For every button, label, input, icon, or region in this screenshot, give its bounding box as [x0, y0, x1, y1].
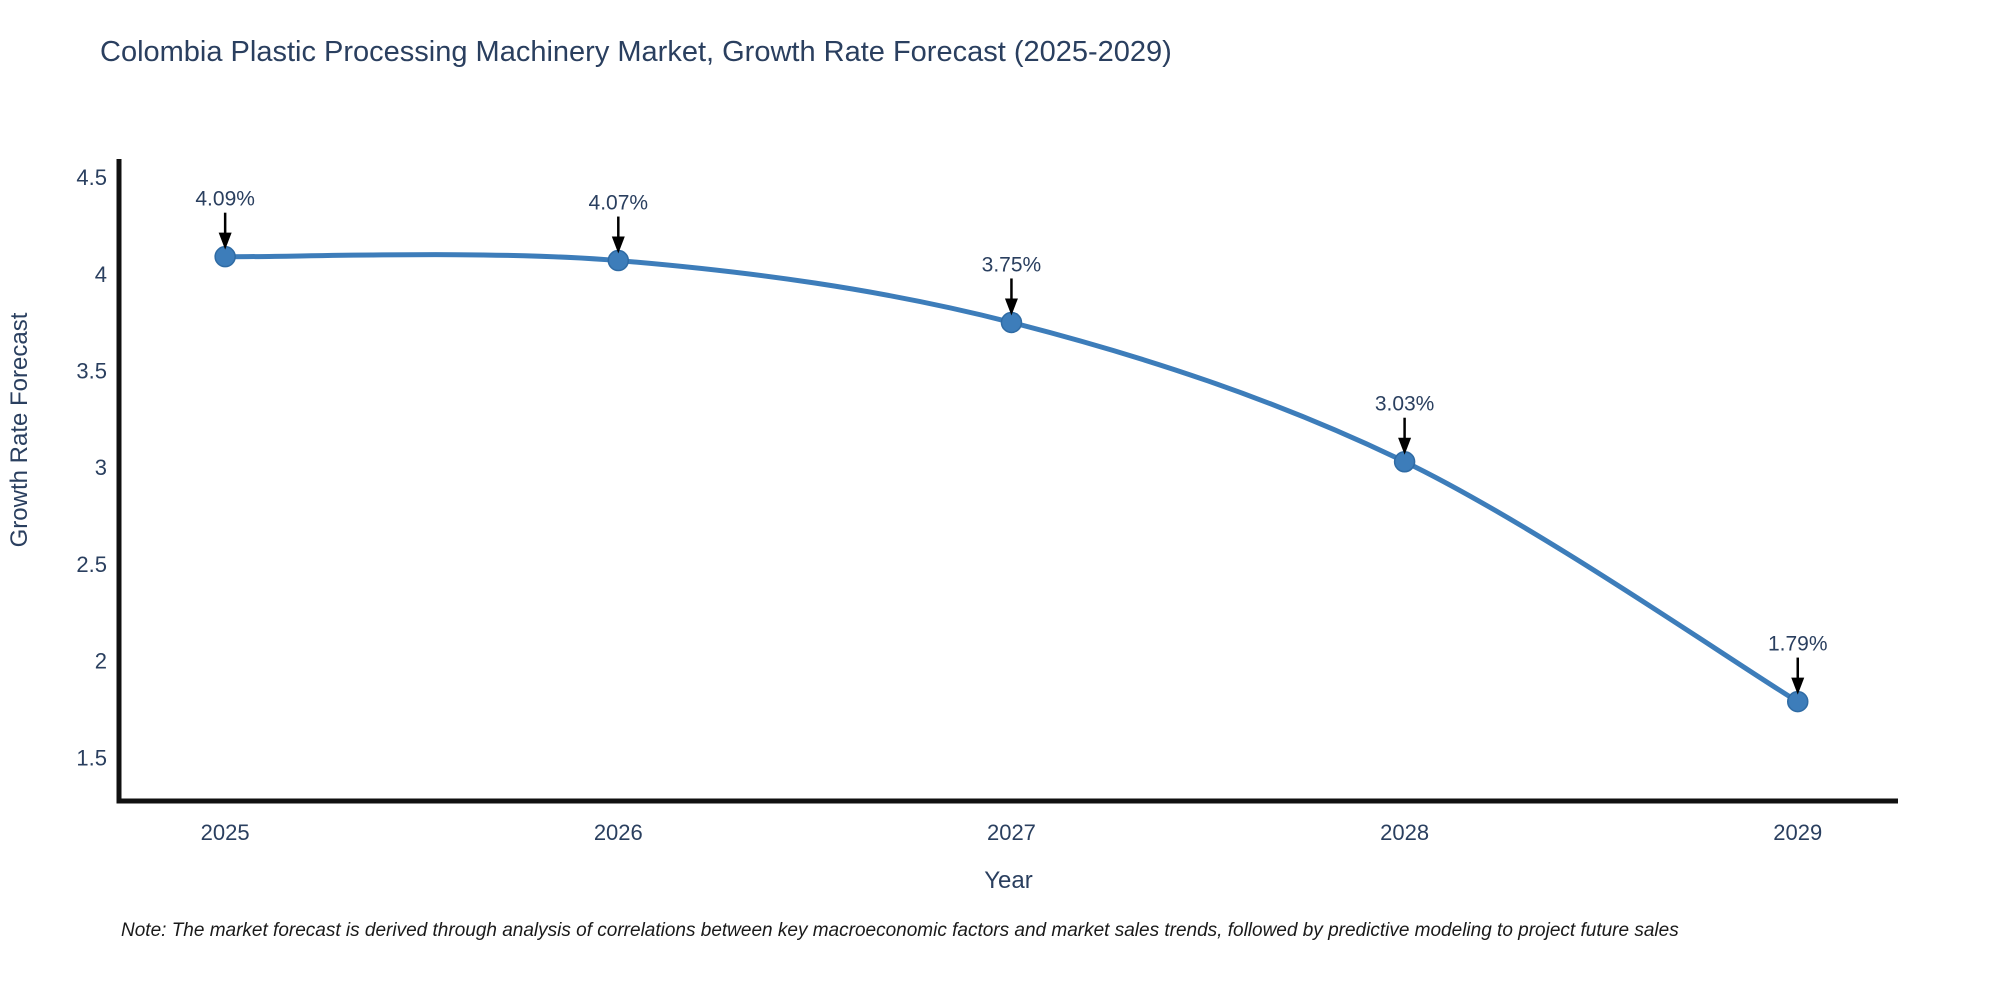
- point-annotation-label: 4.07%: [589, 192, 649, 215]
- x-tick-label: 2028: [1380, 820, 1429, 845]
- annotation-arrow-head: [1398, 437, 1412, 455]
- y-tick-label: 1.5: [76, 745, 107, 770]
- point-annotation-label: 3.75%: [982, 253, 1042, 276]
- footnote: Note: The market forecast is derived thr…: [121, 920, 1679, 941]
- point-annotation-label: 4.09%: [195, 188, 255, 211]
- y-tick-label: 2: [95, 649, 107, 674]
- y-axis-title: Growth Rate Forecast: [6, 312, 33, 547]
- chart-title: Colombia Plastic Processing Machinery Ma…: [100, 36, 1172, 68]
- y-tick-label: 3: [95, 455, 107, 480]
- x-axis-title: Year: [984, 867, 1033, 894]
- x-tick-label: 2026: [594, 820, 643, 845]
- annotation-arrow-head: [1004, 298, 1018, 316]
- y-tick-label: 2.5: [76, 552, 107, 577]
- annotation-arrow-head: [218, 232, 232, 250]
- y-tick-label: 4.5: [76, 165, 107, 190]
- x-tick-label: 2027: [987, 820, 1036, 845]
- y-tick-label: 4: [95, 262, 107, 287]
- annotation-arrow-head: [1791, 677, 1805, 695]
- point-annotation-label: 3.03%: [1375, 393, 1435, 416]
- annotation-arrow-head: [611, 236, 625, 254]
- x-tick-label: 2025: [201, 820, 250, 845]
- point-annotation-label: 1.79%: [1768, 633, 1828, 656]
- x-tick-label: 2029: [1773, 820, 1822, 845]
- y-tick-label: 3.5: [76, 359, 107, 384]
